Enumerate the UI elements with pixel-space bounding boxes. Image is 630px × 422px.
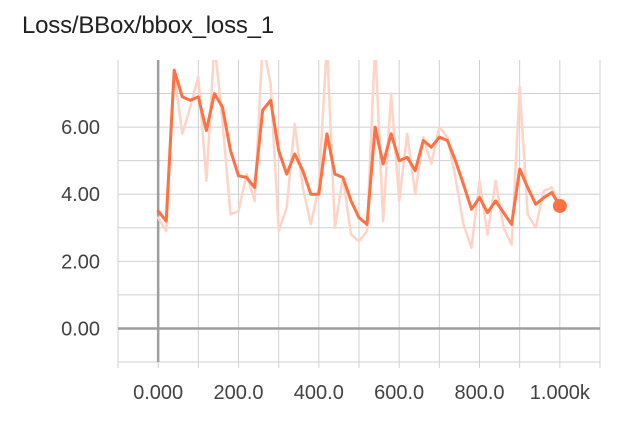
last-point-marker [552, 198, 567, 213]
y-tick-label: 0.00 [61, 318, 100, 340]
y-tick-labels: 0.00 2.00 4.00 6.00 [61, 117, 100, 340]
x-tick-label: 1.000k [530, 382, 591, 404]
x-tick-label: 800.0 [454, 382, 504, 404]
x-tick-label: 600.0 [374, 382, 424, 404]
y-tick-label: 2.00 [61, 251, 100, 273]
raw-series-layer [156, 60, 562, 250]
x-tick-label: 0.000 [133, 382, 183, 404]
x-tick-label: 200.0 [213, 382, 263, 404]
smoothed-series-layer [156, 68, 567, 226]
y-tick-label: 6.00 [61, 117, 100, 139]
x-tick-labels: 0.000 200.0 400.0 600.0 800.0 1.000k [133, 382, 591, 404]
raw-series-line [156, 60, 562, 250]
x-tick-label: 400.0 [294, 382, 344, 404]
y-tick-label: 4.00 [61, 184, 100, 206]
chart-title: Loss/BBox/bbox_loss_1 [22, 12, 274, 39]
smoothed-series-line [156, 68, 562, 226]
